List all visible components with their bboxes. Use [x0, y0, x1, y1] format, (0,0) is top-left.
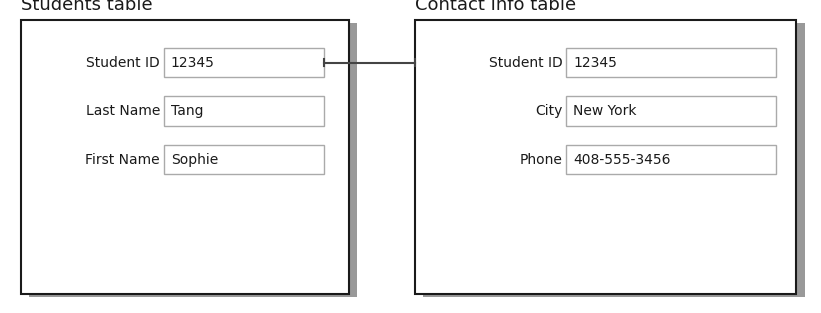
Text: First Name: First Name	[85, 153, 160, 167]
Text: City: City	[535, 104, 562, 118]
Bar	[566, 48, 776, 77]
Text: 12345: 12345	[573, 56, 617, 69]
Bar	[566, 145, 776, 174]
Text: Student ID: Student ID	[86, 56, 160, 69]
Text: Students table: Students table	[21, 0, 152, 14]
Text: 12345: 12345	[171, 56, 214, 69]
Bar	[164, 96, 324, 126]
Text: New York: New York	[573, 104, 636, 118]
Text: Sophie: Sophie	[171, 153, 218, 167]
Bar	[164, 145, 324, 174]
Text: Student ID: Student ID	[488, 56, 562, 69]
Bar	[566, 96, 776, 126]
Bar	[164, 48, 324, 77]
Bar	[415, 20, 796, 294]
Bar	[423, 23, 805, 297]
Text: Tang: Tang	[171, 104, 204, 118]
Bar	[29, 23, 357, 297]
Text: Phone: Phone	[520, 153, 562, 167]
Text: Contact Info table: Contact Info table	[415, 0, 576, 14]
Bar	[21, 20, 349, 294]
Text: 408-555-3456: 408-555-3456	[573, 153, 671, 167]
Text: Last Name: Last Name	[85, 104, 160, 118]
